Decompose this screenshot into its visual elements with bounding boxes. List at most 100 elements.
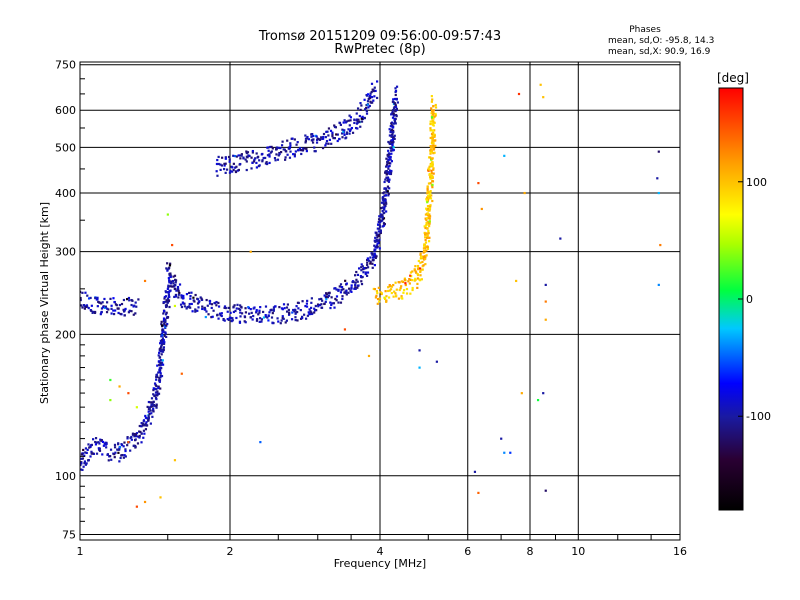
data-point <box>379 230 382 233</box>
data-point <box>169 285 172 288</box>
data-point <box>430 116 434 119</box>
data-point <box>383 203 386 206</box>
data-point <box>177 296 180 299</box>
data-point <box>428 193 431 196</box>
data-point <box>81 452 85 455</box>
data-point <box>381 219 384 222</box>
data-point <box>224 162 227 165</box>
data-point <box>324 300 327 303</box>
data-point <box>282 148 285 151</box>
data-point <box>279 146 282 150</box>
data-point <box>113 300 116 304</box>
data-point <box>332 136 335 140</box>
data-point <box>414 278 417 281</box>
data-point <box>657 150 660 153</box>
data-point <box>143 500 147 504</box>
data-point <box>420 256 423 259</box>
data-point <box>163 322 166 325</box>
data-point <box>374 248 377 251</box>
data-point <box>271 321 274 325</box>
data-point <box>266 146 269 149</box>
data-point <box>367 259 371 262</box>
data-point <box>269 145 272 149</box>
data-point <box>294 308 297 311</box>
data-point <box>294 316 297 319</box>
data-point <box>82 465 85 468</box>
data-point <box>127 311 131 314</box>
data-point <box>375 233 378 237</box>
data-point <box>221 156 224 159</box>
data-point <box>427 232 430 235</box>
data-point <box>274 305 277 308</box>
data-point <box>369 97 372 100</box>
data-point <box>257 313 260 316</box>
data-point <box>129 449 132 452</box>
data-point <box>387 171 390 174</box>
data-point <box>356 121 359 124</box>
data-point <box>278 152 281 156</box>
data-point <box>355 270 358 274</box>
data-point <box>387 296 391 299</box>
data-point <box>355 112 358 115</box>
data-point <box>428 222 431 225</box>
data-point <box>309 310 312 313</box>
data-point <box>175 289 178 292</box>
data-point <box>539 83 542 86</box>
data-point <box>324 144 327 147</box>
data-point <box>299 149 303 152</box>
data-point <box>477 491 480 495</box>
data-point <box>135 406 138 409</box>
data-point <box>237 168 240 172</box>
data-point <box>429 156 432 159</box>
data-point <box>295 305 298 308</box>
data-point <box>222 318 225 322</box>
data-point <box>391 132 394 135</box>
data-point <box>418 349 421 352</box>
data-point <box>271 312 274 315</box>
data-point <box>95 298 98 301</box>
data-point <box>387 149 390 152</box>
data-point <box>373 252 376 255</box>
data-point <box>329 301 332 304</box>
data-point <box>207 313 210 316</box>
data-point <box>158 370 162 374</box>
data-point <box>367 106 370 109</box>
data-point <box>386 161 389 165</box>
data-point <box>351 131 355 134</box>
data-point <box>312 134 315 138</box>
data-point <box>433 135 436 139</box>
data-point <box>124 455 127 458</box>
data-point <box>167 293 171 296</box>
data-point <box>315 138 319 141</box>
data-point <box>429 204 432 207</box>
data-point <box>249 316 252 319</box>
data-point <box>192 296 195 299</box>
data-point <box>188 302 191 306</box>
data-point <box>244 158 247 161</box>
data-point <box>392 112 395 115</box>
data-point <box>250 167 253 170</box>
data-point <box>428 217 431 220</box>
data-point <box>349 128 352 131</box>
data-point <box>140 425 143 428</box>
data-point <box>94 443 98 446</box>
data-point <box>152 407 155 411</box>
data-point <box>392 136 395 139</box>
data-point <box>166 269 169 272</box>
data-point <box>383 222 386 226</box>
data-point <box>360 117 363 120</box>
data-point <box>287 308 290 312</box>
data-point <box>387 194 390 197</box>
data-point <box>360 280 363 283</box>
data-point <box>284 158 287 161</box>
data-point <box>333 124 336 127</box>
data-point <box>210 316 213 319</box>
data-point <box>316 303 320 306</box>
data-point <box>349 116 353 119</box>
data-point <box>425 222 428 225</box>
data-point <box>426 188 429 191</box>
data-point <box>387 289 390 293</box>
data-point <box>393 134 396 137</box>
data-point <box>372 255 376 258</box>
data-point <box>145 421 148 424</box>
